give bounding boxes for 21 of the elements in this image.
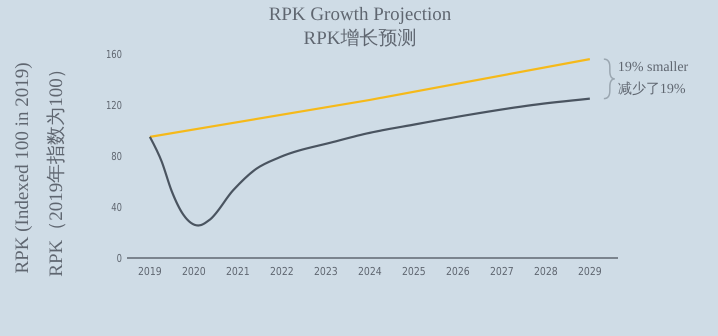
y-axis-title: RPK (Indexed 100 in 2019) RPK（2019年指数为100） bbox=[12, 59, 67, 277]
y-tick-label: 120 bbox=[106, 100, 122, 112]
x-tick-label: 2022 bbox=[270, 266, 294, 278]
chart-subtitle: RPK增长预测 bbox=[304, 28, 416, 49]
x-tick-label: 2023 bbox=[314, 266, 338, 278]
x-tick-label: 2026 bbox=[446, 266, 470, 278]
y-tick-label: 80 bbox=[111, 151, 122, 164]
y-tick-label: 40 bbox=[111, 202, 122, 214]
x-tick-label: 2021 bbox=[226, 266, 250, 278]
x-tick-label: 2024 bbox=[358, 266, 382, 278]
x-tick-label: 2025 bbox=[402, 266, 426, 278]
x-tick-label: 2027 bbox=[490, 266, 514, 278]
x-tick-label: 2020 bbox=[182, 266, 206, 278]
y-tick-label: 0 bbox=[116, 253, 122, 266]
y-tick-label: 160 bbox=[106, 49, 122, 62]
annotation: 19% smaller 减少了19% bbox=[618, 60, 689, 97]
line-series bbox=[148, 98, 591, 227]
chart-title: RPK Growth Projection bbox=[268, 4, 452, 25]
x-tick-label: 2028 bbox=[534, 266, 558, 278]
x-tick-label: 2029 bbox=[578, 266, 602, 278]
x-tick-label: 2019 bbox=[138, 266, 162, 278]
